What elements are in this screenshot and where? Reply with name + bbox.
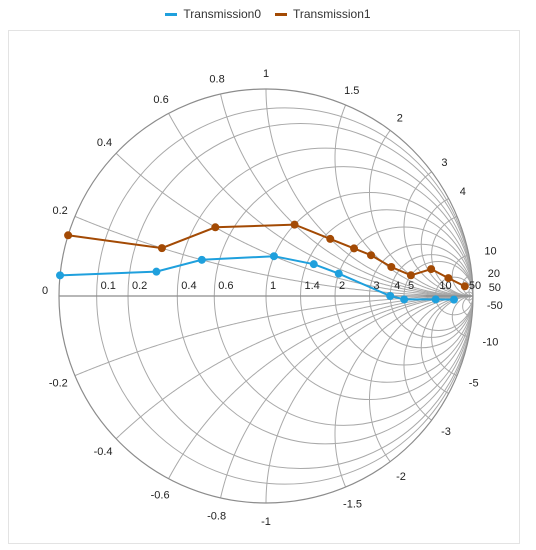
chart-frame [8, 30, 520, 544]
reactance-arc [334, 295, 473, 488]
data-point-transmission1 [460, 282, 469, 291]
reactance-tick-label: -0.6 [151, 490, 170, 502]
data-point-transmission0 [56, 271, 65, 280]
reactance-tick-label: 1 [263, 68, 269, 80]
reactance-arc [220, 295, 473, 499]
resistance-tick-label: 2 [339, 280, 345, 292]
data-point-transmission1 [350, 244, 359, 253]
reactance-tick-label: -0.2 [49, 378, 68, 390]
legend-swatch-transmission1 [275, 12, 287, 16]
series-line-transmission0 [59, 255, 455, 301]
resistance-tick-label: 4 [394, 280, 400, 292]
resistance-tick-label: 0.4 [181, 280, 196, 292]
reactance-tick-label: 0.2 [53, 205, 68, 217]
reactance-tick-label: -0.8 [207, 511, 226, 523]
reactance-tick-label: -1 [261, 516, 271, 528]
resistance-tick-label: 3 [374, 280, 380, 292]
data-point-transmission0 [334, 269, 343, 278]
reactance-tick-label: -2 [396, 471, 406, 483]
reactance-arc [265, 89, 473, 297]
data-point-transmission1 [326, 234, 335, 243]
legend: Transmission0 Transmission1 [0, 4, 536, 24]
data-point-transmission1 [406, 271, 415, 280]
reactance-arc [334, 104, 473, 297]
resistance-tick-label: 50 [469, 280, 481, 292]
reactance-tick-label: 3 [441, 157, 447, 169]
data-point-transmission1 [157, 244, 166, 253]
reactance-tick-label: -5 [469, 378, 479, 390]
reactance-arc [74, 215, 473, 297]
legend-swatch-transmission0 [165, 12, 178, 16]
resistance-tick-label: 0.1 [101, 280, 116, 292]
reactance-tick-label: 50 [489, 282, 501, 294]
reactance-tick-label: -50 [487, 300, 503, 312]
data-point-transmission0 [152, 267, 161, 276]
reactance-tick-label: -3 [441, 426, 451, 438]
resistance-tick-label: 0 [42, 285, 48, 297]
reactance-tick-label: 0.8 [209, 73, 224, 85]
reactance-tick-label: 0.4 [97, 137, 112, 149]
data-point-transmission0 [431, 295, 440, 304]
reactance-arc [369, 295, 473, 462]
data-point-transmission1 [64, 231, 73, 240]
reactance-tick-label: -10 [483, 336, 499, 348]
reactance-arc [451, 295, 473, 338]
reactance-arc [420, 198, 473, 297]
resistance-tick-label: 1.4 [305, 280, 320, 292]
reactance-arc [403, 171, 473, 297]
data-point-transmission1 [427, 265, 436, 274]
reactance-arc [265, 295, 473, 503]
reactance-arc [451, 254, 473, 297]
data-point-transmission1 [211, 223, 220, 232]
reactance-tick-label: -0.4 [94, 446, 113, 458]
reactance-tick-label: -1.5 [343, 499, 362, 511]
legend-label-transmission1: Transmission1 [293, 7, 371, 21]
reactance-arc [403, 295, 473, 421]
resistance-tick-label: 5 [408, 280, 414, 292]
data-point-transmission0 [386, 292, 395, 300]
data-point-transmission1 [387, 262, 396, 271]
reactance-tick-label: 0.6 [153, 94, 168, 106]
legend-label-transmission0: Transmission0 [183, 7, 261, 21]
resistance-tick-label: 0.6 [218, 280, 233, 292]
reactance-arc [431, 295, 473, 377]
resistance-tick-label: 1 [270, 280, 276, 292]
resistance-tick-label: 0.2 [132, 280, 147, 292]
reactance-tick-label: 10 [484, 246, 496, 258]
reactance-arc [420, 295, 473, 394]
data-point-transmission1 [367, 251, 376, 260]
series-line-transmission1 [67, 223, 466, 288]
reactance-arc [431, 215, 473, 297]
legend-item-transmission0[interactable]: Transmission0 [165, 7, 261, 21]
data-point-transmission1 [290, 220, 299, 229]
reactance-tick-label: 4 [460, 186, 466, 198]
data-point-transmission0 [309, 260, 318, 269]
resistance-tick-label: 10 [439, 280, 451, 292]
legend-item-transmission1[interactable]: Transmission1 [275, 7, 371, 21]
reactance-tick-label: 2 [397, 113, 403, 125]
data-point-transmission0 [269, 252, 278, 261]
data-point-transmission0 [400, 295, 409, 304]
reactance-tick-label: 1.5 [344, 85, 359, 97]
data-point-transmission1 [444, 274, 453, 283]
outer-circle [58, 88, 474, 504]
data-point-transmission0 [197, 255, 206, 264]
data-point-transmission0 [449, 295, 458, 304]
reactance-tick-label: 20 [488, 268, 500, 280]
reactance-arc [168, 113, 473, 297]
